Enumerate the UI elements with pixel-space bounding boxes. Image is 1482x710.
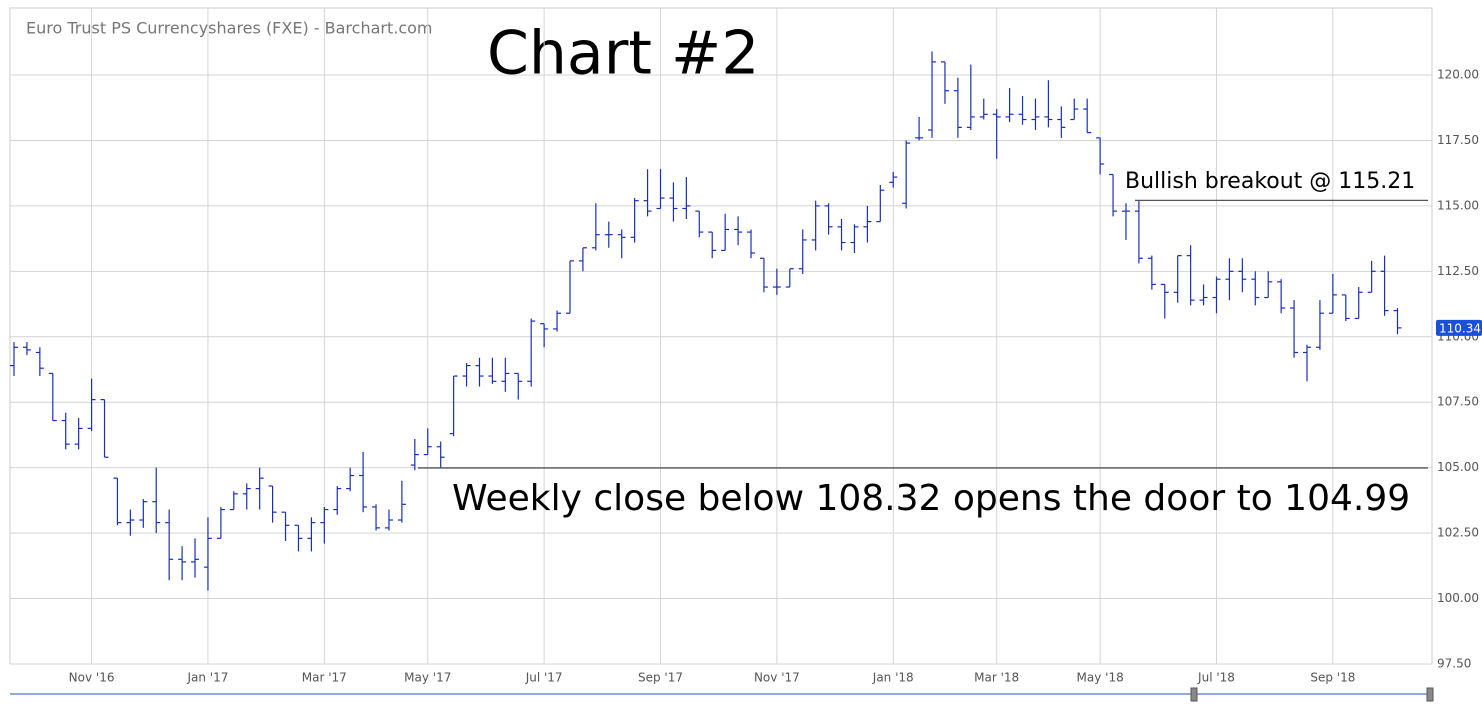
y-tick-label: 100.00 <box>1437 591 1479 605</box>
x-tick-label: May '18 <box>1077 671 1124 685</box>
x-tick-label: Jul '17 <box>525 671 563 685</box>
y-tick-label: 120.00 <box>1437 68 1479 82</box>
scroll-handle[interactable] <box>1190 687 1198 702</box>
chart-subtitle: Euro Trust PS Currencyshares (FXE) - Bar… <box>26 19 433 38</box>
x-tick-label: Mar '18 <box>974 671 1019 685</box>
y-tick-label: 112.50 <box>1437 264 1479 278</box>
scroll-handle[interactable] <box>1426 687 1434 702</box>
y-tick-label: 117.50 <box>1437 133 1479 147</box>
y-tick-label: 115.00 <box>1437 198 1479 212</box>
x-tick-label: Nov '16 <box>69 671 115 685</box>
y-tick-label: 102.50 <box>1437 526 1479 540</box>
x-tick-label: Sep '18 <box>1310 671 1355 685</box>
x-tick-label: Jan '18 <box>872 671 914 685</box>
x-tick-label: Mar '17 <box>302 671 347 685</box>
x-tick-label: Nov '17 <box>754 671 800 685</box>
x-tick-label: Sep '17 <box>638 671 683 685</box>
annotation-text: Bullish breakout @ 115.21 <box>1125 169 1415 194</box>
y-tick-label: 105.00 <box>1437 460 1479 474</box>
last-price-label: 110.34 <box>1439 321 1481 335</box>
x-tick-label: May '17 <box>404 671 451 685</box>
x-tick-label: Jan '17 <box>187 671 229 685</box>
y-tick-label: 107.50 <box>1437 395 1479 409</box>
plot-frame <box>9 7 1433 665</box>
x-tick-label: Jul '18 <box>1197 671 1235 685</box>
chart-title: Chart #2 <box>487 19 759 89</box>
annotation-text: Weekly close below 108.32 opens the door… <box>452 478 1410 519</box>
last-price-box <box>1436 319 1482 336</box>
y-tick-label: 97.50 <box>1437 657 1471 671</box>
